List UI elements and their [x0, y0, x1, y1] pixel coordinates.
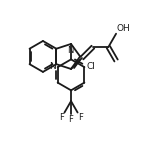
Text: N: N: [67, 46, 73, 55]
Text: N: N: [49, 62, 56, 71]
Text: F: F: [69, 115, 73, 124]
Text: Cl: Cl: [86, 62, 95, 71]
Text: F: F: [78, 113, 83, 122]
Text: OH: OH: [117, 24, 131, 33]
Text: F: F: [59, 113, 64, 122]
